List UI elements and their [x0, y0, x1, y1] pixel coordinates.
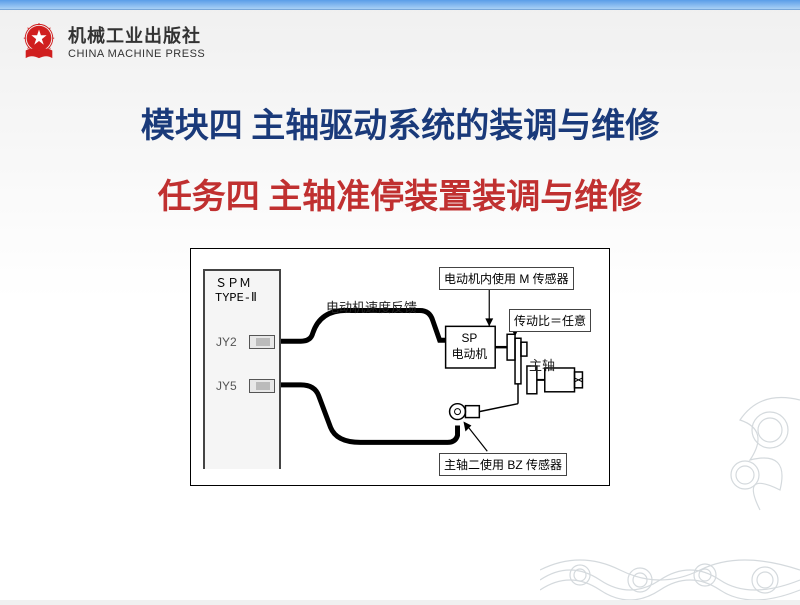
publisher-header: 机械工业出版社 CHINA MACHINE PRESS	[0, 10, 800, 68]
publisher-name: 机械工业出版社 CHINA MACHINE PRESS	[68, 22, 205, 60]
port-jy5: JY5	[249, 379, 275, 393]
window-titlebar	[0, 0, 800, 10]
spm-line1: ＳＰＭ	[215, 277, 257, 291]
spm-line2: TYPE-Ⅱ	[215, 291, 257, 305]
publisher-name-cn: 机械工业出版社	[68, 22, 205, 48]
port-jy2: JY2	[249, 335, 275, 349]
label-spindle: 主轴	[529, 355, 555, 374]
port-jy2-jack	[256, 338, 270, 346]
port-jy2-label: JY2	[216, 335, 237, 349]
label-ratio: 传动比＝任意	[509, 309, 591, 332]
task-title: 任务四 主轴准停装置装调与维修	[0, 169, 800, 218]
label-feedback: 电动机速度反馈	[326, 297, 417, 316]
publisher-logo-icon	[20, 22, 58, 60]
label-bz-sensor: 主轴二使用 BZ 传感器	[439, 453, 567, 476]
module-title: 模块四 主轴驱动系统的装调与维修	[0, 98, 800, 147]
publisher-name-en: CHINA MACHINE PRESS	[68, 48, 205, 60]
motor-text-2: 电动机	[452, 347, 488, 361]
title-block: 模块四 主轴驱动系统的装调与维修 任务四 主轴准停装置装调与维修	[0, 98, 800, 218]
port-jy5-jack	[256, 382, 270, 390]
spm-title: ＳＰＭ TYPE-Ⅱ	[215, 277, 257, 305]
label-motor-sensor: 电动机内使用 M 传感器	[439, 267, 574, 290]
spindle-diagram: ＳＰＭ TYPE-Ⅱ JY2 JY5 电动机速度反馈 电动机内使用 M 传感器 …	[190, 248, 610, 486]
port-jy5-label: JY5	[216, 379, 237, 393]
spm-module: ＳＰＭ TYPE-Ⅱ	[203, 269, 281, 469]
motor-text-1: SP	[461, 331, 477, 345]
